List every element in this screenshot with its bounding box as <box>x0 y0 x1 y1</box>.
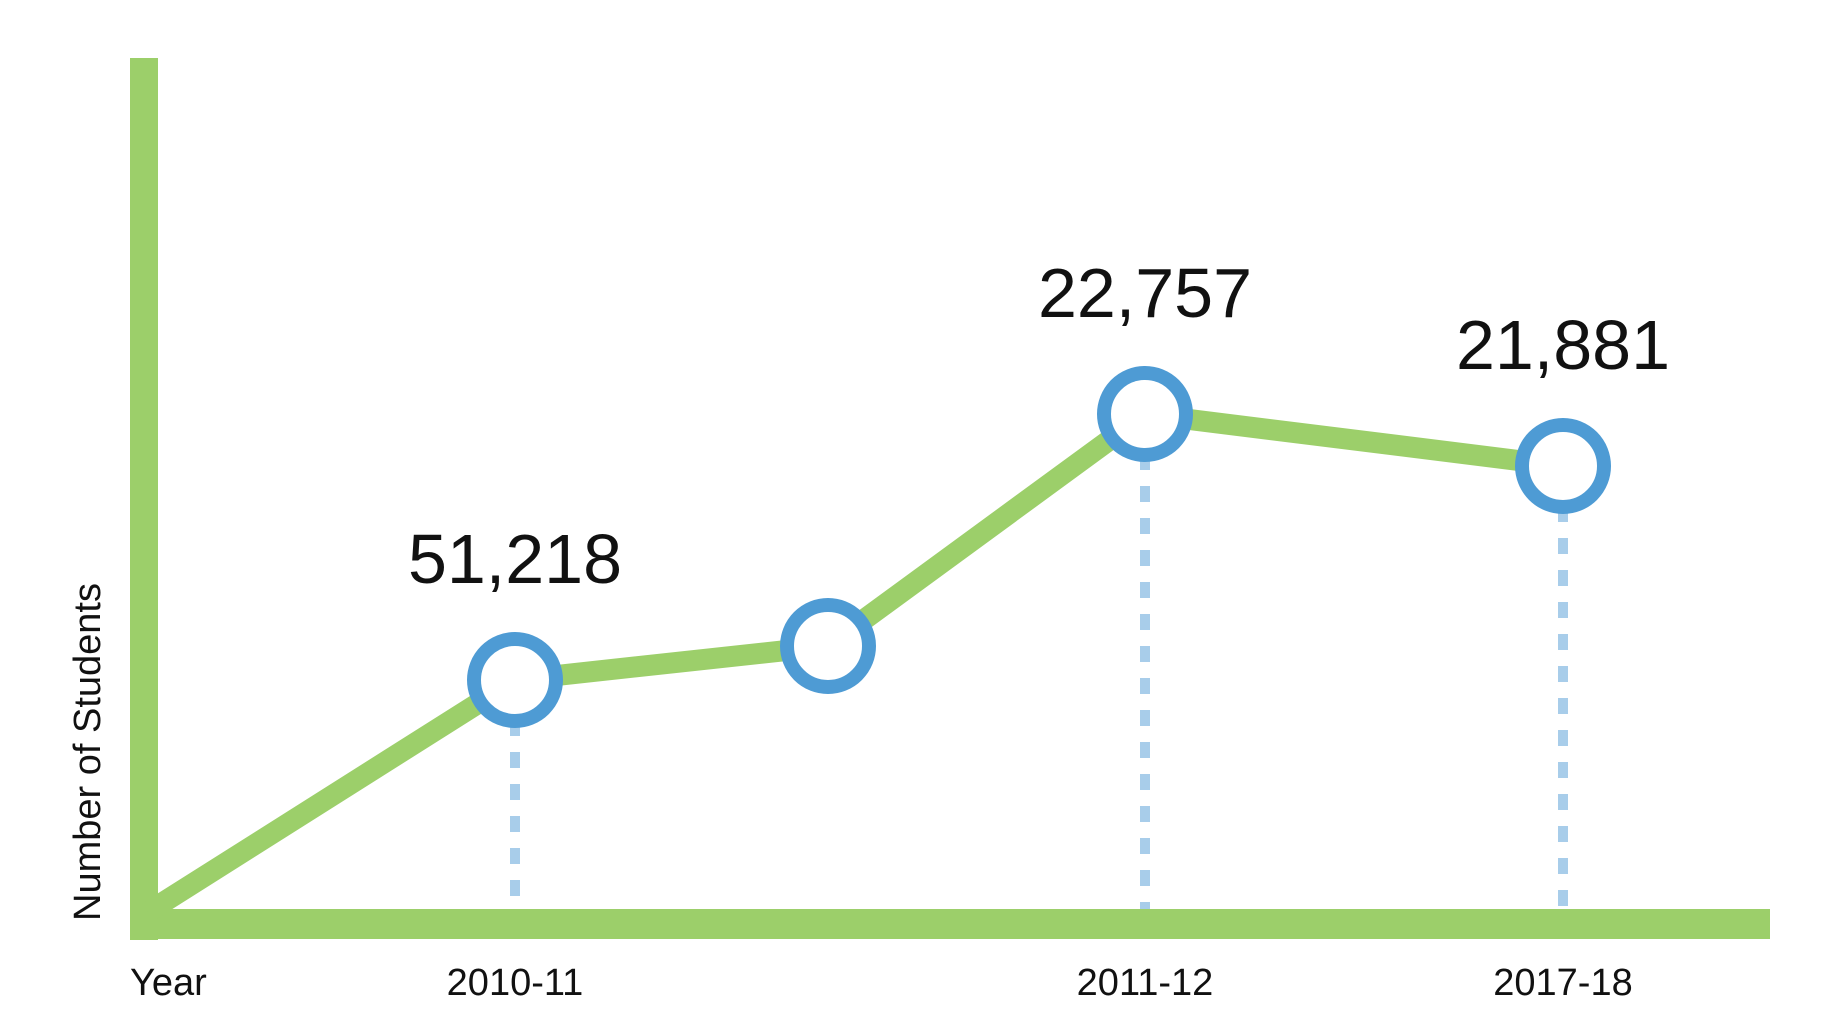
x-tick-label: 2011-12 <box>1077 962 1214 1004</box>
data-point-marker <box>467 632 563 728</box>
axes-group <box>130 58 1770 940</box>
y-axis-label: Number of Students <box>67 583 109 921</box>
tick-label-group: 2010-11 2011-12 2017-18 <box>447 962 1633 1004</box>
x-tick-label: 2010-11 <box>447 962 584 1004</box>
x-axis-label: Year <box>130 962 207 1004</box>
data-point-marker <box>1515 418 1611 514</box>
data-label: 21,881 <box>1456 306 1670 384</box>
data-point-marker <box>780 598 876 694</box>
data-label-group: 51,218 22,757 21,881 <box>408 254 1670 598</box>
y-axis-line <box>130 58 158 940</box>
x-tick-label: 2017-18 <box>1493 962 1632 1004</box>
x-axis-line <box>130 909 1770 939</box>
data-label: 22,757 <box>1038 254 1252 332</box>
dropline-group <box>510 454 1568 909</box>
data-point-marker <box>1097 366 1193 462</box>
data-label: 51,218 <box>408 520 622 598</box>
marker-group <box>467 366 1611 728</box>
